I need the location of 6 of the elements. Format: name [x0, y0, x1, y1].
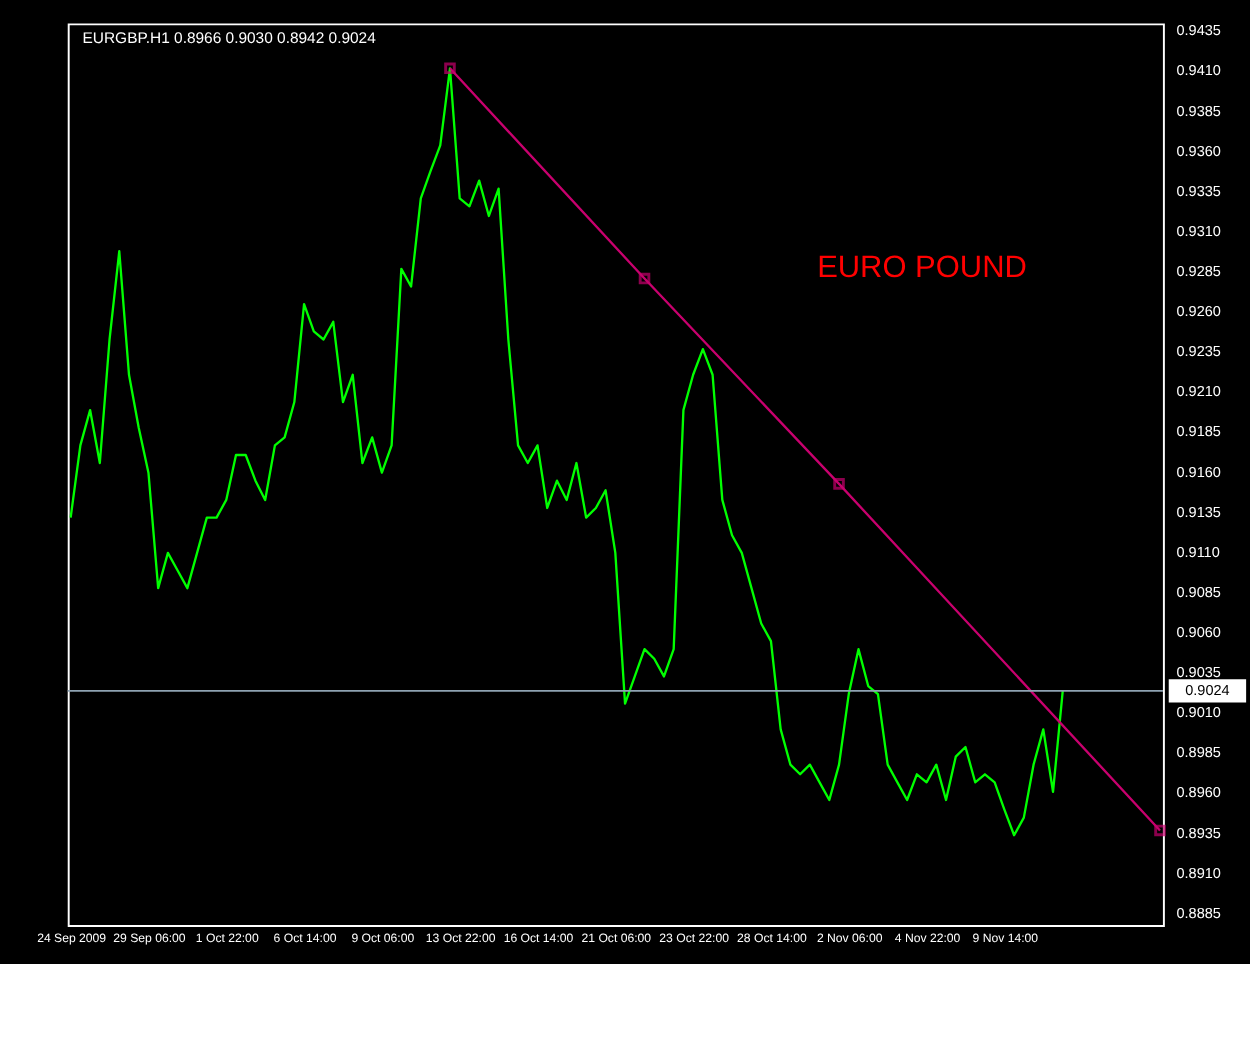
- point: [1154, 824, 1166, 837]
- point: [638, 272, 651, 285]
- chart-title: EURGBP.H1 0.8966 0.9030 0.8942 0.9024: [82, 28, 378, 47]
- annotation: EURO POUND: [817, 250, 1027, 285]
- point: [444, 62, 456, 75]
- point: [833, 478, 845, 490]
